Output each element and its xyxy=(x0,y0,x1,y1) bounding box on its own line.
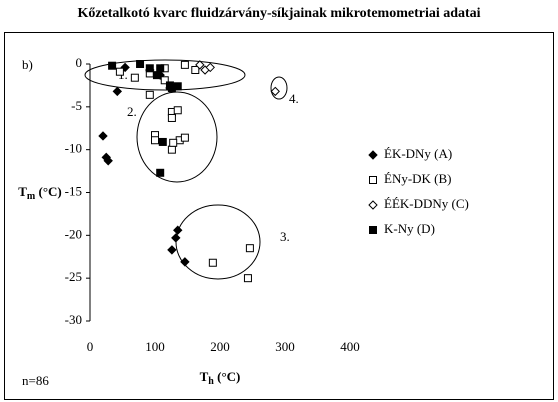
legend-label: ÉÉK-DDNy (C) xyxy=(384,196,469,211)
data-point xyxy=(173,82,182,91)
legend-label: ÉK-DNy (A) xyxy=(384,146,452,161)
data-point xyxy=(167,113,176,122)
legend-marker xyxy=(368,200,378,210)
y-tick-label: -5 xyxy=(71,98,82,113)
frame xyxy=(4,32,554,400)
data-point xyxy=(130,73,139,82)
x-axis-label: Th (°C) xyxy=(200,369,241,387)
data-point xyxy=(115,67,124,76)
y-tick-label: -15 xyxy=(65,183,82,198)
data-point xyxy=(243,274,252,283)
annotation: n=86 xyxy=(22,373,49,388)
legend-marker xyxy=(369,176,377,184)
x-tick-label: 300 xyxy=(275,339,295,354)
data-point xyxy=(160,76,169,85)
group-ellipse xyxy=(175,204,261,280)
group-ellipse xyxy=(136,91,218,183)
data-point xyxy=(151,136,159,145)
data-point xyxy=(180,133,189,142)
y-tick-label: -30 xyxy=(65,312,82,327)
legend-marker xyxy=(369,226,377,234)
y-axis-label: Tm (°C) xyxy=(18,184,62,202)
data-point xyxy=(108,61,117,70)
data-point xyxy=(167,245,177,255)
data-point xyxy=(173,106,182,115)
data-point xyxy=(180,257,190,267)
x-tick-label: 200 xyxy=(210,339,230,354)
data-point xyxy=(156,168,165,177)
data-point xyxy=(169,138,178,147)
data-point xyxy=(98,131,108,141)
data-point xyxy=(152,71,161,80)
data-point xyxy=(112,86,123,97)
y-tick-label: -20 xyxy=(65,226,82,241)
legend-marker xyxy=(368,150,378,160)
y-tick-label: 0 xyxy=(76,55,83,70)
annotation: 2. xyxy=(127,104,137,119)
y-tick-label: -25 xyxy=(65,269,82,284)
data-point xyxy=(145,64,154,73)
annotation: 3. xyxy=(280,229,290,244)
data-point xyxy=(191,65,200,74)
x-tick-label: 0 xyxy=(87,339,94,354)
data-point xyxy=(103,156,113,166)
data-point xyxy=(270,86,280,97)
annotation: 4. xyxy=(289,91,299,106)
x-tick-label: 100 xyxy=(145,339,165,354)
data-point xyxy=(156,64,165,73)
data-point xyxy=(245,244,254,253)
data-point xyxy=(145,90,154,99)
group-ellipse xyxy=(84,59,246,91)
data-point xyxy=(158,137,167,146)
legend-label: ÉNy-DK (B) xyxy=(384,171,452,186)
data-point xyxy=(167,145,176,154)
legend-label: K-Ny (D) xyxy=(384,221,435,236)
y-tick-label: -10 xyxy=(65,141,82,156)
group-ellipse xyxy=(270,76,288,100)
data-point xyxy=(136,60,145,68)
data-point xyxy=(208,258,217,267)
data-point xyxy=(180,60,189,69)
x-tick-label: 400 xyxy=(340,339,360,354)
data-point xyxy=(195,60,205,70)
data-point xyxy=(205,62,215,73)
chart-title: Kőzetalkotó kvarc fluidzárvány-síkjainak… xyxy=(77,6,480,21)
data-point xyxy=(171,233,181,243)
panel-label: b) xyxy=(22,57,33,72)
data-point xyxy=(173,225,183,235)
